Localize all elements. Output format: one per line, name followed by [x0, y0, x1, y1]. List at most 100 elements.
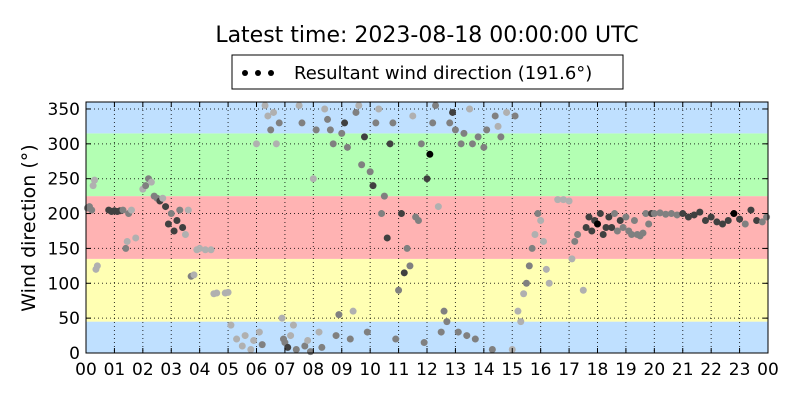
legend-label: Resultant wind direction (191.6°) — [294, 63, 592, 84]
direction-bands — [86, 102, 768, 353]
x-tick-label: 20 — [644, 360, 666, 380]
x-tick-label: 22 — [700, 360, 722, 380]
x-tick-label: 02 — [132, 360, 154, 380]
data-point — [679, 210, 687, 218]
data-point — [531, 230, 539, 238]
data-point — [400, 269, 408, 277]
data-point — [258, 341, 266, 349]
data-point — [522, 279, 530, 287]
x-tick-label: 07 — [274, 360, 296, 380]
data-point — [255, 328, 263, 336]
data-point — [594, 220, 601, 228]
data-point — [127, 206, 135, 214]
data-point — [451, 126, 459, 134]
data-point — [372, 119, 380, 127]
data-point — [423, 175, 431, 183]
data-point — [730, 210, 738, 218]
data-point — [763, 213, 771, 221]
x-tick-label: 23 — [729, 360, 751, 380]
data-point — [420, 339, 428, 347]
data-point — [383, 234, 391, 242]
data-point — [426, 150, 434, 158]
data-point — [89, 182, 97, 190]
data-point — [608, 224, 616, 231]
data-point — [122, 244, 130, 252]
data-point — [162, 203, 170, 211]
data-point — [571, 237, 579, 245]
data-point — [335, 311, 343, 319]
data-point — [355, 101, 363, 109]
data-point — [758, 218, 766, 226]
data-point — [443, 318, 451, 326]
data-point — [645, 220, 653, 228]
data-point — [568, 255, 576, 263]
data-point — [667, 210, 675, 218]
data-point — [684, 213, 692, 221]
data-point — [491, 112, 499, 120]
data-point — [346, 335, 354, 343]
data-point — [338, 129, 346, 137]
y-axis-label: Wind direction (°) — [18, 144, 40, 311]
data-point — [278, 314, 286, 322]
data-point — [397, 210, 405, 218]
x-tick-label: 05 — [217, 360, 239, 380]
data-point — [91, 176, 99, 184]
data-point — [474, 133, 482, 141]
data-point — [123, 237, 131, 245]
data-point — [190, 271, 198, 279]
data-point — [250, 336, 258, 344]
data-point — [488, 346, 496, 354]
data-point — [542, 265, 550, 273]
data-point — [724, 217, 732, 225]
data-point — [471, 335, 479, 343]
data-point — [360, 133, 368, 141]
data-point — [329, 140, 337, 148]
data-point — [414, 217, 422, 225]
data-point — [349, 307, 357, 315]
data-point — [201, 246, 209, 254]
data-point — [457, 140, 465, 148]
data-point — [596, 210, 604, 218]
data-point — [287, 332, 295, 340]
data-point — [284, 343, 292, 351]
data-point — [440, 307, 448, 315]
data-point — [227, 321, 235, 329]
data-point — [289, 321, 297, 329]
data-point — [460, 129, 468, 137]
data-point — [628, 230, 636, 238]
data-point — [463, 332, 471, 340]
x-tick-label: 21 — [672, 360, 694, 380]
data-point — [656, 209, 664, 217]
y-tick-label: 200 — [48, 205, 80, 225]
data-point — [528, 244, 536, 252]
x-tick-label: 00 — [75, 360, 97, 380]
data-point — [173, 217, 181, 225]
data-point — [292, 346, 300, 354]
x-tick-label: 09 — [331, 360, 353, 380]
data-point — [224, 288, 232, 296]
data-point — [253, 140, 260, 148]
x-tick-label: 19 — [615, 360, 637, 380]
data-point — [432, 101, 440, 109]
data-point — [213, 289, 221, 297]
data-point — [318, 343, 326, 351]
data-point — [270, 108, 278, 116]
data-point — [417, 140, 425, 148]
data-point — [613, 227, 621, 235]
x-tick-label: 14 — [473, 360, 495, 380]
data-point — [386, 140, 394, 148]
data-point — [707, 213, 715, 221]
legend-marker-dot — [242, 70, 248, 76]
data-point — [389, 119, 397, 127]
data-point — [341, 119, 349, 127]
data-point — [579, 286, 587, 294]
data-point — [267, 126, 275, 134]
axis-ticks: 00 01 02 03 04 05 06 07 08 09 10 11 12 13 14 15 16 17 18 19… — [48, 100, 779, 380]
data-point — [406, 262, 414, 270]
chart-title: Latest time: 2023-08-18 00:00:00 UTC — [215, 23, 638, 48]
data-point — [272, 140, 280, 148]
data-point — [642, 210, 650, 218]
x-tick-label: 16 — [530, 360, 552, 380]
y-tick-label: 100 — [48, 274, 80, 294]
